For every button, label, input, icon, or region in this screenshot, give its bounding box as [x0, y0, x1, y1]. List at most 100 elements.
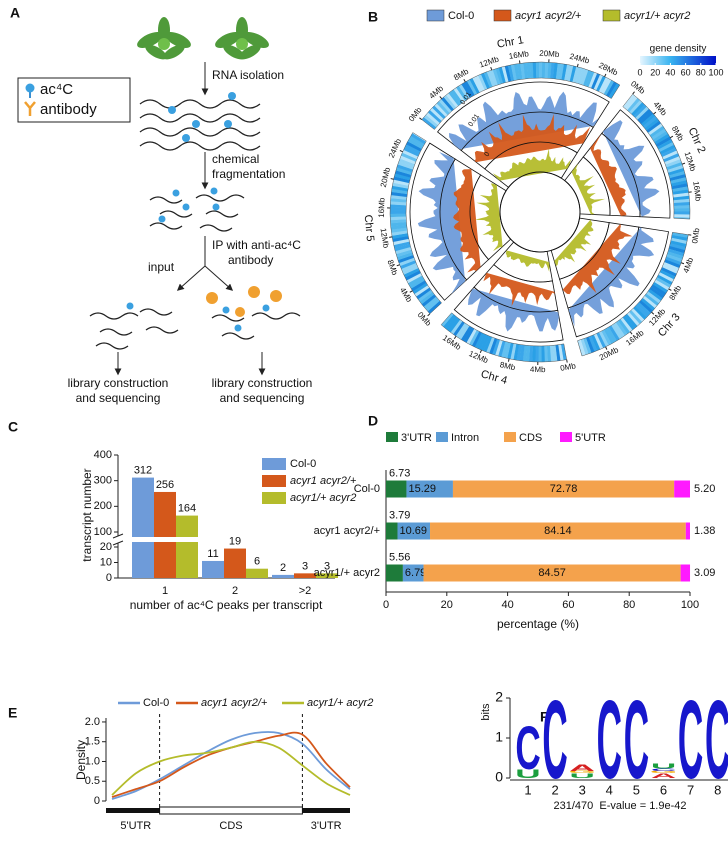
density-cell [531, 345, 536, 362]
density-cell [646, 291, 661, 304]
scale-label: 0 [483, 151, 491, 158]
density-cell [438, 98, 452, 114]
density-cell [629, 100, 643, 115]
density-cell [460, 325, 472, 342]
heat-ring [622, 93, 691, 220]
arrow [204, 265, 234, 291]
density-cell [475, 75, 485, 92]
density-cell [580, 338, 589, 355]
category-label: acyr1 acyr2/+ [314, 525, 380, 537]
density-track [603, 120, 660, 217]
density-cell [635, 106, 650, 121]
legend-text: CDS [519, 432, 542, 444]
density-cell [403, 267, 420, 278]
break-gap [175, 537, 199, 542]
panel-label: C [8, 419, 18, 435]
category-label: acyr1/+ acyr2 [314, 567, 380, 579]
density-cell [402, 149, 419, 160]
density-cell [608, 325, 620, 341]
density-cell [390, 213, 407, 218]
density-cell [410, 280, 427, 292]
density-cell [507, 64, 515, 82]
density-cell [555, 63, 562, 80]
density-cell [566, 65, 574, 82]
density-cell [421, 116, 437, 130]
density-cell [394, 244, 411, 252]
tick-label: 12Mb [478, 54, 500, 69]
density-cell [663, 261, 680, 272]
bar [316, 573, 338, 578]
density-cell [667, 251, 684, 260]
tick [668, 288, 672, 291]
density-cell [390, 194, 407, 200]
tick-label: 16Mb [508, 49, 530, 61]
legend-text: 5'UTR [575, 432, 606, 444]
density-cell [671, 183, 688, 190]
density-line [111, 740, 351, 796]
y-tick-label: 300 [94, 475, 112, 487]
legend-swatch [602, 9, 621, 22]
axis-title: percentage (%) [497, 617, 579, 631]
legend-text: Col-0 [143, 697, 169, 709]
logo-letter: C [597, 678, 622, 802]
color-scale [640, 56, 716, 65]
density-cell [466, 328, 477, 345]
density-cell [425, 112, 440, 126]
tick-label: 0Mb [560, 361, 577, 373]
value-label: 3.09 [694, 567, 715, 579]
value-label: 10.69 [400, 525, 428, 537]
density-cell [644, 118, 660, 131]
legend-text: Col-0 [448, 10, 474, 22]
density-cell [606, 81, 618, 98]
legend-text: ac⁴C [40, 81, 73, 98]
density-cell [529, 62, 534, 79]
density-cell [615, 320, 628, 336]
y-tick-label: 1.5 [85, 736, 100, 748]
position-label: 8 [714, 782, 721, 797]
x-tick-label: 40 [501, 599, 513, 611]
step-text: RNA isolation [212, 68, 284, 82]
bar [154, 491, 176, 578]
density-cell [611, 323, 623, 340]
density-cell [561, 63, 568, 81]
x-tick-label: 80 [623, 599, 635, 611]
tick-label: 60 [681, 67, 691, 77]
legend-swatch [436, 432, 448, 442]
axis-title: Density [74, 740, 88, 780]
density-cell [483, 336, 493, 353]
density-track [453, 169, 481, 273]
density-cell [588, 335, 598, 352]
density-cell [651, 284, 667, 296]
density-cell [398, 158, 415, 167]
legend-title: gene density [650, 44, 707, 55]
value-label: 5.20 [694, 483, 715, 495]
panel-label: A [10, 5, 20, 21]
density-cell [522, 345, 528, 362]
density-cell [596, 75, 606, 92]
density-cell [391, 233, 409, 239]
tick-label: 0Mb [407, 105, 424, 123]
density-cell [471, 331, 482, 348]
tick-label: 20Mb [379, 166, 392, 188]
density-cell [441, 96, 455, 112]
logo-letter: C [624, 678, 649, 802]
density-cell [667, 165, 684, 173]
density-cell [558, 344, 564, 361]
region-label: CDS [219, 820, 242, 832]
density-cell [406, 272, 423, 284]
density-cell [641, 113, 656, 127]
tick-label: 16Mb [691, 181, 703, 203]
density-cell [555, 344, 561, 362]
density-cell [452, 321, 465, 337]
density-cell [407, 138, 424, 149]
step-text: and sequencing [220, 391, 305, 405]
density-cell [651, 128, 667, 140]
tick [651, 311, 655, 315]
density-cell [606, 326, 618, 343]
y-tick-label: 100 [94, 526, 112, 538]
density-cell [601, 329, 612, 346]
position-label: 6 [660, 782, 667, 797]
tick [439, 96, 443, 99]
density-cell [392, 182, 409, 189]
density-cell [494, 339, 503, 357]
